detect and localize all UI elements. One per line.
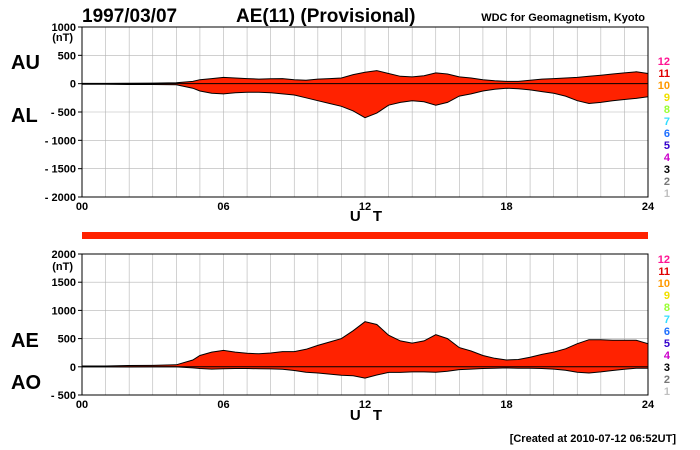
au-al-fill-area bbox=[82, 70, 648, 118]
color-scale-label: 4 bbox=[664, 152, 671, 164]
x-tick-label: 18 bbox=[500, 399, 512, 411]
x-tick-label: 06 bbox=[217, 399, 229, 411]
x-tick-label: 06 bbox=[217, 201, 229, 213]
color-scale-label: 1 bbox=[664, 386, 670, 398]
x-tick-label: 00 bbox=[76, 201, 88, 213]
color-scale-label: 8 bbox=[664, 302, 670, 314]
y-tick-label: 1000 bbox=[52, 305, 76, 317]
color-scale-label: 7 bbox=[664, 314, 670, 326]
au-al-unit-label: (nT) bbox=[52, 32, 73, 44]
x-tick-label: 00 bbox=[76, 399, 88, 411]
color-scale-label: 10 bbox=[658, 80, 670, 92]
al-curve bbox=[82, 83, 649, 119]
au-side-label: AU bbox=[11, 52, 40, 74]
ae-curve bbox=[82, 321, 649, 367]
color-scale-label: 8 bbox=[664, 104, 670, 116]
organization-label: WDC for Geomagnetism, Kyoto bbox=[481, 12, 645, 24]
y-tick-label: 1000 bbox=[52, 22, 76, 34]
ae-ao-unit-label: (nT) bbox=[52, 261, 73, 273]
ao-curve bbox=[82, 366, 648, 379]
color-scale-label: 6 bbox=[664, 128, 670, 140]
x-tick-label: 24 bbox=[642, 201, 655, 213]
color-scale-label: 11 bbox=[658, 68, 670, 80]
y-tick-label: - 1500 bbox=[45, 164, 76, 176]
color-scale-label: 4 bbox=[664, 350, 671, 362]
color-scale-label: 2 bbox=[664, 176, 670, 188]
y-tick-label: 500 bbox=[58, 334, 76, 346]
ao-side-label: AO bbox=[11, 372, 41, 394]
y-tick-label: 1500 bbox=[52, 277, 76, 289]
ae-ao-fill-area bbox=[82, 321, 648, 379]
x-tick-label: 12 bbox=[359, 201, 371, 213]
al-side-label: AL bbox=[11, 105, 38, 127]
x-tick-label: 18 bbox=[500, 201, 512, 213]
y-tick-label: - 2000 bbox=[45, 192, 76, 204]
color-scale-label: 7 bbox=[664, 116, 670, 128]
au-curve bbox=[82, 70, 649, 84]
ae-ao-x-axis-label: U T bbox=[350, 407, 386, 424]
y-tick-label: 500 bbox=[58, 50, 76, 62]
ae-ao-panel: 2000 1500 1000 500 0 - 500 00 06 12 18 24 (nT) U … bbox=[11, 249, 655, 424]
color-scale-label: 5 bbox=[664, 140, 670, 152]
ae-ao-plot-frame bbox=[81, 253, 649, 396]
color-scale-label: 9 bbox=[664, 92, 670, 104]
color-scale-label: 10 bbox=[658, 278, 670, 290]
y-tick-label: 0 bbox=[70, 79, 76, 91]
color-scale-label: 12 bbox=[658, 254, 670, 266]
date-label: 1997/03/07 bbox=[82, 6, 177, 27]
figure-title: AE(11) (Provisional) bbox=[236, 6, 416, 27]
created-timestamp: [Created at 2010-07-12 06:52UT] bbox=[510, 433, 677, 445]
ae-side-label: AE bbox=[11, 330, 39, 352]
au-al-x-axis-label: U T bbox=[350, 208, 386, 225]
x-tick-label: 12 bbox=[359, 399, 371, 411]
color-scale-label: 9 bbox=[664, 290, 670, 302]
y-tick-label: - 500 bbox=[51, 107, 76, 119]
y-tick-label: 0 bbox=[70, 362, 76, 374]
y-tick-label: - 500 bbox=[51, 390, 76, 402]
x-tick-label: 24 bbox=[642, 399, 655, 411]
au-al-panel: 1000 500 0 - 500 - 1000 - 1500 - 2000 00 06 12 18… bbox=[11, 22, 655, 225]
color-scale-label: 12 bbox=[658, 56, 670, 68]
y-tick-label: 2000 bbox=[52, 249, 76, 261]
color-scale-label: 5 bbox=[664, 338, 670, 350]
color-scale-label: 3 bbox=[664, 362, 670, 374]
separator-bar bbox=[82, 232, 648, 239]
color-scale-label: 1 bbox=[664, 188, 670, 200]
color-scale-label: 2 bbox=[664, 374, 670, 386]
y-tick-label: - 1000 bbox=[45, 135, 76, 147]
color-scale-label: 3 bbox=[664, 164, 670, 176]
color-scale-label: 11 bbox=[658, 266, 670, 278]
color-scale-label: 6 bbox=[664, 326, 670, 338]
